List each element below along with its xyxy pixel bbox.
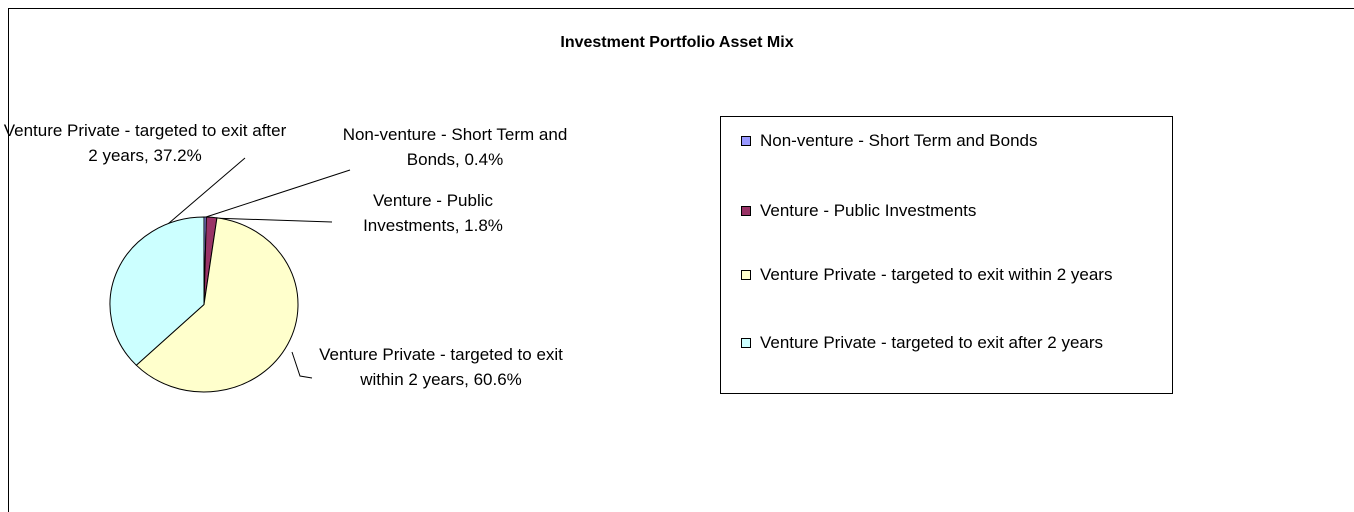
data-label: Non-venture - Short Term and Bonds, 0.4%	[342, 125, 568, 169]
leader-line	[291, 351, 313, 379]
leader-line	[205, 169, 351, 218]
chart-title: Investment Portfolio Asset Mix	[560, 34, 794, 51]
legend-marker	[741, 206, 751, 216]
legend-label: Venture Private - targeted to exit after…	[760, 333, 1104, 352]
pie-slice	[135, 217, 299, 393]
legend-label: Non-venture - Short Term and Bonds	[760, 131, 1038, 150]
data-label: Venture Private - targeted to exit withi…	[319, 345, 563, 389]
data-label: Venture - Public Investments, 1.8%	[363, 191, 503, 235]
legend-marker	[741, 270, 751, 280]
pie-slice	[109, 216, 205, 366]
legend-box	[720, 116, 1173, 394]
data-label: Venture Private - targeted to exit after…	[3, 121, 287, 165]
legend-marker	[741, 136, 751, 146]
leader-line	[210, 217, 333, 223]
legend-label: Venture Private - targeted to exit withi…	[760, 265, 1113, 284]
legend-marker	[741, 338, 751, 348]
legend-label: Venture - Public Investments	[760, 201, 977, 220]
